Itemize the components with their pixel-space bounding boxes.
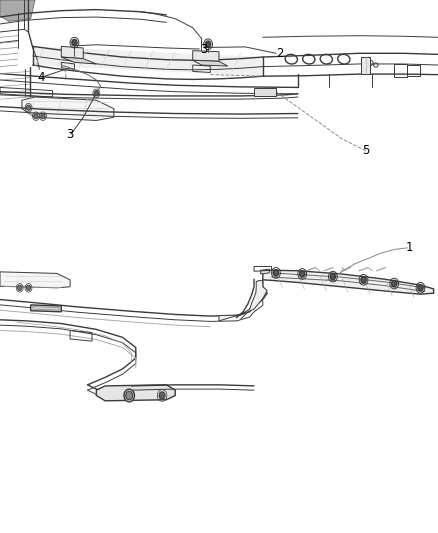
Polygon shape	[254, 88, 276, 96]
Text: 4: 4	[38, 71, 46, 84]
Text: 2: 2	[276, 47, 284, 60]
Circle shape	[94, 91, 99, 96]
Circle shape	[159, 392, 165, 399]
Circle shape	[124, 389, 134, 402]
Circle shape	[26, 105, 31, 110]
Circle shape	[34, 114, 38, 119]
Circle shape	[392, 280, 397, 287]
Polygon shape	[31, 305, 61, 312]
Circle shape	[26, 285, 31, 290]
Circle shape	[41, 114, 45, 119]
Circle shape	[72, 39, 77, 46]
Polygon shape	[193, 51, 219, 61]
Circle shape	[418, 285, 423, 291]
Polygon shape	[261, 269, 269, 274]
Polygon shape	[22, 97, 114, 120]
Text: 3: 3	[67, 128, 74, 141]
Polygon shape	[96, 385, 175, 401]
Polygon shape	[33, 46, 263, 76]
Polygon shape	[61, 57, 96, 64]
Polygon shape	[263, 270, 434, 294]
Circle shape	[300, 271, 305, 277]
Circle shape	[273, 270, 279, 276]
Polygon shape	[0, 272, 70, 288]
Circle shape	[330, 273, 336, 280]
Circle shape	[205, 41, 211, 47]
Polygon shape	[0, 0, 35, 21]
Circle shape	[18, 285, 22, 290]
Polygon shape	[361, 57, 370, 74]
Polygon shape	[61, 46, 83, 59]
Polygon shape	[219, 280, 267, 321]
Polygon shape	[193, 60, 228, 66]
Text: 3: 3	[200, 43, 207, 55]
Text: 1: 1	[406, 241, 413, 254]
Circle shape	[126, 391, 133, 400]
Text: 5: 5	[362, 144, 369, 157]
Circle shape	[361, 277, 366, 283]
